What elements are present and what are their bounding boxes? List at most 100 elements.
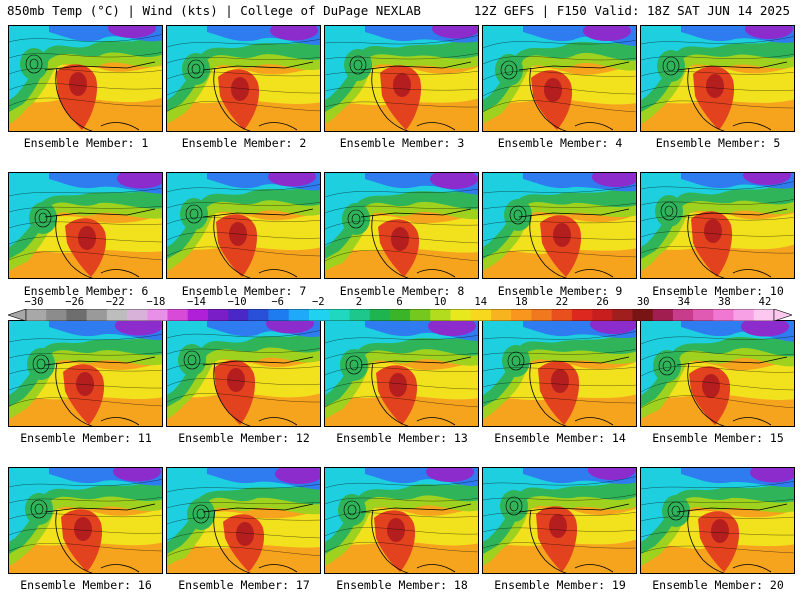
ensemble-member-map xyxy=(640,25,795,132)
colorbar-segment xyxy=(46,309,67,321)
ensemble-member-map xyxy=(482,467,637,574)
colorbar-tick-label: 34 xyxy=(677,296,691,308)
colorbar-segment xyxy=(248,309,269,321)
colorbar-segment xyxy=(632,309,654,321)
temperature-map xyxy=(483,321,636,426)
ensemble-member-label: Ensemble Member: 13 xyxy=(336,431,468,445)
ensemble-member-label: Ensemble Member: 15 xyxy=(652,431,784,445)
ensemble-member-map xyxy=(8,172,163,279)
ensemble-member-map xyxy=(166,25,321,132)
colorbar-segment xyxy=(551,309,573,321)
temperature-map xyxy=(325,321,478,426)
colorbar-tick-label: −2 xyxy=(311,296,325,308)
colorbar-segment xyxy=(106,309,128,321)
chart-title: 850mb Temp (°C) | Wind (kts) | College o… xyxy=(7,3,421,18)
colorbar-segment xyxy=(147,309,168,321)
colorbar-tick-label: −26 xyxy=(65,296,85,308)
temperature-map xyxy=(9,26,162,131)
colorbar-segment xyxy=(733,309,755,321)
ensemble-member-map xyxy=(640,467,795,574)
ensemble-member-label: Ensemble Member: 18 xyxy=(336,578,468,592)
ensemble-member-label: Ensemble Member: 4 xyxy=(497,136,623,150)
colorbar-segment xyxy=(652,309,674,321)
colorbar-segment xyxy=(470,309,492,321)
model-run-info: 12Z GEFS | F150 Valid: 18Z SAT JUN 14 20… xyxy=(473,3,790,18)
ensemble-member-map xyxy=(482,172,637,279)
ensemble-member-label: Ensemble Member: 11 xyxy=(20,431,152,445)
temperature-map xyxy=(9,321,162,426)
ensemble-member-label: Ensemble Member: 5 xyxy=(655,136,781,150)
ensemble-member-map xyxy=(8,25,163,132)
ensemble-member-map xyxy=(166,320,321,427)
colorbar-tick-label: 10 xyxy=(433,296,447,308)
colorbar-tick-label: 22 xyxy=(555,296,569,308)
colorbar-tick-label: −10 xyxy=(227,296,247,308)
temperature-map xyxy=(167,26,320,131)
ensemble-member-label: Ensemble Member: 9 xyxy=(497,284,623,298)
ensemble-member-map xyxy=(8,467,163,574)
colorbar-segment xyxy=(268,309,290,321)
colorbar-tick-label: −6 xyxy=(271,296,284,308)
colorbar-segment xyxy=(490,309,512,321)
colorbar-segment xyxy=(672,309,694,321)
colorbar-tick-label: 18 xyxy=(515,296,528,308)
ensemble-member-map xyxy=(324,467,479,574)
temperature-map xyxy=(9,173,162,278)
colorbar-segment xyxy=(612,309,633,321)
temperature-map xyxy=(167,468,320,573)
colorbar-tick-label: −22 xyxy=(105,296,125,308)
ensemble-member-label: Ensemble Member: 19 xyxy=(494,578,626,592)
colorbar-segment xyxy=(329,309,350,321)
colorbar-tick-label: 14 xyxy=(474,296,488,308)
colorbar-tick-label: 6 xyxy=(396,296,403,308)
colorbar-segment xyxy=(66,309,87,321)
ensemble-member-map xyxy=(640,320,795,427)
ensemble-member-label: Ensemble Member: 16 xyxy=(20,578,152,592)
colorbar-high-arrow xyxy=(773,309,792,321)
colorbar-segment xyxy=(288,309,310,321)
colorbar-tick-label: −14 xyxy=(186,296,206,308)
temperature-map xyxy=(167,173,320,278)
colorbar-segment xyxy=(511,309,532,321)
ensemble-member-label: Ensemble Member: 2 xyxy=(181,136,307,150)
colorbar-segment xyxy=(450,309,472,321)
colorbar-tick-label: −30 xyxy=(24,296,44,308)
colorbar-segment xyxy=(753,309,775,321)
temperature-map xyxy=(325,468,478,573)
ensemble-member-map xyxy=(166,467,321,574)
ensemble-member-label: Ensemble Member: 7 xyxy=(181,284,307,298)
ensemble-member-map xyxy=(166,172,321,279)
colorbar-segment xyxy=(127,309,148,321)
temperature-map xyxy=(325,173,478,278)
colorbar-segment xyxy=(592,309,613,321)
temperature-map xyxy=(167,321,320,426)
temperature-map xyxy=(641,468,794,573)
colorbar-segment xyxy=(531,309,552,321)
ensemble-member-label: Ensemble Member: 6 xyxy=(23,284,149,298)
colorbar-segment xyxy=(207,309,229,321)
colorbar-tick-label: 2 xyxy=(355,296,363,308)
ensemble-member-label: Ensemble Member: 10 xyxy=(652,284,784,298)
temperature-map xyxy=(325,26,478,131)
ensemble-member-map xyxy=(324,172,479,279)
colorbar-tick-label: 38 xyxy=(718,296,731,308)
temperature-map xyxy=(483,468,636,573)
colorbar-segment xyxy=(167,309,189,321)
ensemble-member-map xyxy=(640,172,795,279)
colorbar-low-arrow xyxy=(8,309,27,321)
colorbar-segment xyxy=(410,309,431,321)
colorbar-segment xyxy=(389,309,411,321)
colorbar-segment xyxy=(430,309,451,321)
temperature-map xyxy=(641,321,794,426)
temperature-map xyxy=(641,173,794,278)
ensemble-member-label: Ensemble Member: 3 xyxy=(339,136,465,150)
colorbar-segment xyxy=(309,309,330,321)
ensemble-member-map xyxy=(482,25,637,132)
colorbar-segment xyxy=(228,309,249,321)
temperature-map xyxy=(483,173,636,278)
colorbar-tick-label: 26 xyxy=(596,296,609,308)
ensemble-member-label: Ensemble Member: 12 xyxy=(178,431,310,445)
colorbar-segment xyxy=(571,309,593,321)
ensemble-member-map xyxy=(324,320,479,427)
ensemble-member-label: Ensemble Member: 1 xyxy=(23,136,149,150)
